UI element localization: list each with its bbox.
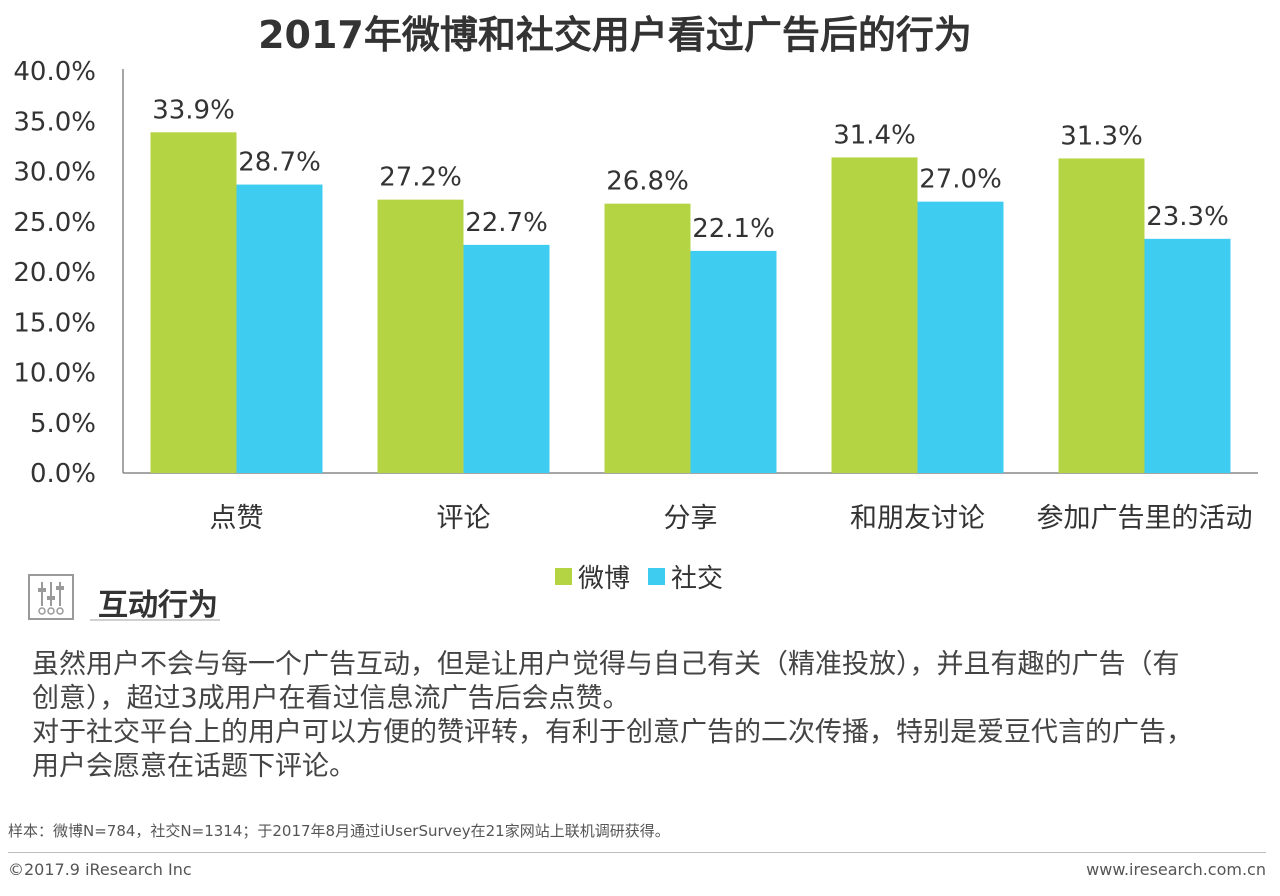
x-tick-label: 点赞 <box>210 503 264 534</box>
legend-swatch-weibo <box>555 568 572 585</box>
y-tick-label: 20.0% <box>13 258 96 288</box>
data-label-weibo: 31.3% <box>1060 121 1143 151</box>
y-tick-label: 25.0% <box>13 208 96 238</box>
copyright: ©2017.9 iResearch Inc <box>8 860 192 879</box>
data-label-social: 22.7% <box>465 208 548 238</box>
bar-social <box>917 201 1004 473</box>
data-label-weibo: 33.9% <box>152 95 235 125</box>
legend-item-weibo: 微博 <box>555 558 630 595</box>
legend-swatch-social <box>648 568 666 585</box>
section-divider <box>90 619 220 621</box>
legend-item-social: 社交 <box>648 558 723 595</box>
bar-social <box>236 184 323 473</box>
body-paragraph-1: 虽然用户不会与每一个广告互动，但是让用户觉得与自己有关（精准投放），并且有趣的广… <box>32 649 1180 714</box>
bar-weibo <box>604 203 691 473</box>
chart-title: 2017年微博和社交用户看过广告后的行为 <box>258 13 972 57</box>
footer-divider <box>8 852 1266 853</box>
x-tick-label: 和朋友讨论 <box>850 503 985 534</box>
body-text: 虽然用户不会与每一个广告互动，但是让用户觉得与自己有关（精准投放），并且有趣的广… <box>32 648 1202 784</box>
bar-weibo <box>150 132 237 473</box>
y-tick-label: 10.0% <box>13 359 96 389</box>
website-link[interactable]: www.iresearch.com.cn <box>1086 860 1266 879</box>
y-tick-label: 0.0% <box>30 459 96 489</box>
data-label-social: 23.3% <box>1146 202 1229 232</box>
legend-label-social: 社交 <box>671 564 724 594</box>
data-label-social: 28.7% <box>238 148 321 178</box>
bar-weibo <box>831 157 918 473</box>
y-tick-label: 35.0% <box>13 107 96 137</box>
x-tick-label: 参加广告里的活动 <box>1037 503 1253 534</box>
x-tick-label: 评论 <box>437 503 491 534</box>
bar-social <box>463 244 550 473</box>
y-tick-label: 30.0% <box>13 158 96 188</box>
bar-weibo <box>377 199 464 473</box>
sliders-icon <box>28 574 74 620</box>
sample-note: 样本：微博N=784，社交N=1314；于2017年8月通过iUserSurve… <box>8 822 670 840</box>
data-label-social: 27.0% <box>919 165 1002 195</box>
section-title: 互动行为 <box>98 588 218 623</box>
body-paragraph-2: 对于社交平台上的用户可以方便的赞评转，有利于创意广告的二次传播，特别是爱豆代言的… <box>32 717 1193 782</box>
legend-label-weibo: 微博 <box>578 564 631 594</box>
data-label-weibo: 27.2% <box>379 163 462 193</box>
bar-social <box>1144 238 1231 473</box>
y-tick-label: 5.0% <box>30 409 96 439</box>
chart-legend: 微博 社交 <box>555 558 723 595</box>
data-label-social: 22.1% <box>692 214 775 244</box>
bar-weibo <box>1058 158 1145 473</box>
bar-social <box>690 250 777 473</box>
x-tick-label: 分享 <box>664 503 718 534</box>
y-tick-label: 15.0% <box>13 308 96 338</box>
bar-chart: 0.0% 5.0% 10.0% 15.0% 20.0% 25.0% 30.0% 35.0% 40… <box>13 57 1258 534</box>
data-label-weibo: 26.8% <box>606 167 689 197</box>
data-label-weibo: 31.4% <box>833 120 916 150</box>
y-tick-label: 40.0% <box>13 57 96 87</box>
